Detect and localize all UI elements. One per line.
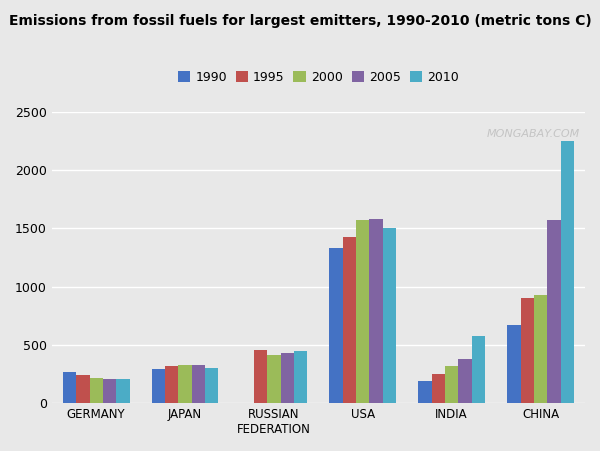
Bar (547, 220, 560, 403)
Bar (152, 369, 165, 403)
Bar (89, 378, 103, 403)
Bar (458, 359, 472, 403)
Bar (165, 366, 178, 403)
Bar (116, 379, 130, 403)
Text: Emissions from fossil fuels for largest emitters, 1990-2010 (metric tons C): Emissions from fossil fuels for largest … (8, 14, 592, 28)
Title: Emissions from fossil fuels for largest emitters, 1990-2010 (metric tons C): Emissions from fossil fuels for largest … (0, 450, 1, 451)
Bar (254, 350, 267, 403)
Bar (370, 219, 383, 403)
Text: Emissions from fossil fuels for largest emitters, 1990-2010: Emissions from fossil fuels for largest … (0, 450, 1, 451)
Bar (205, 368, 218, 403)
Bar (76, 375, 89, 403)
Bar (103, 379, 116, 403)
Text: MONGABAY.COM: MONGABAY.COM (487, 129, 580, 139)
Bar (445, 366, 458, 403)
Bar (431, 374, 445, 403)
Bar (472, 336, 485, 403)
Bar (343, 236, 356, 403)
Bar (383, 228, 396, 403)
Bar (507, 325, 521, 403)
Bar (178, 365, 192, 403)
Bar (294, 351, 307, 403)
Legend: 1990, 1995, 2000, 2005, 2010: 1990, 1995, 2000, 2005, 2010 (173, 66, 464, 89)
Bar (356, 220, 370, 403)
Bar (534, 295, 547, 403)
Bar (267, 355, 281, 403)
Bar (63, 372, 76, 403)
Bar (418, 381, 431, 403)
Bar (521, 298, 534, 403)
Bar (192, 365, 205, 403)
Bar (281, 353, 294, 403)
Bar (560, 141, 574, 403)
Bar (329, 248, 343, 403)
